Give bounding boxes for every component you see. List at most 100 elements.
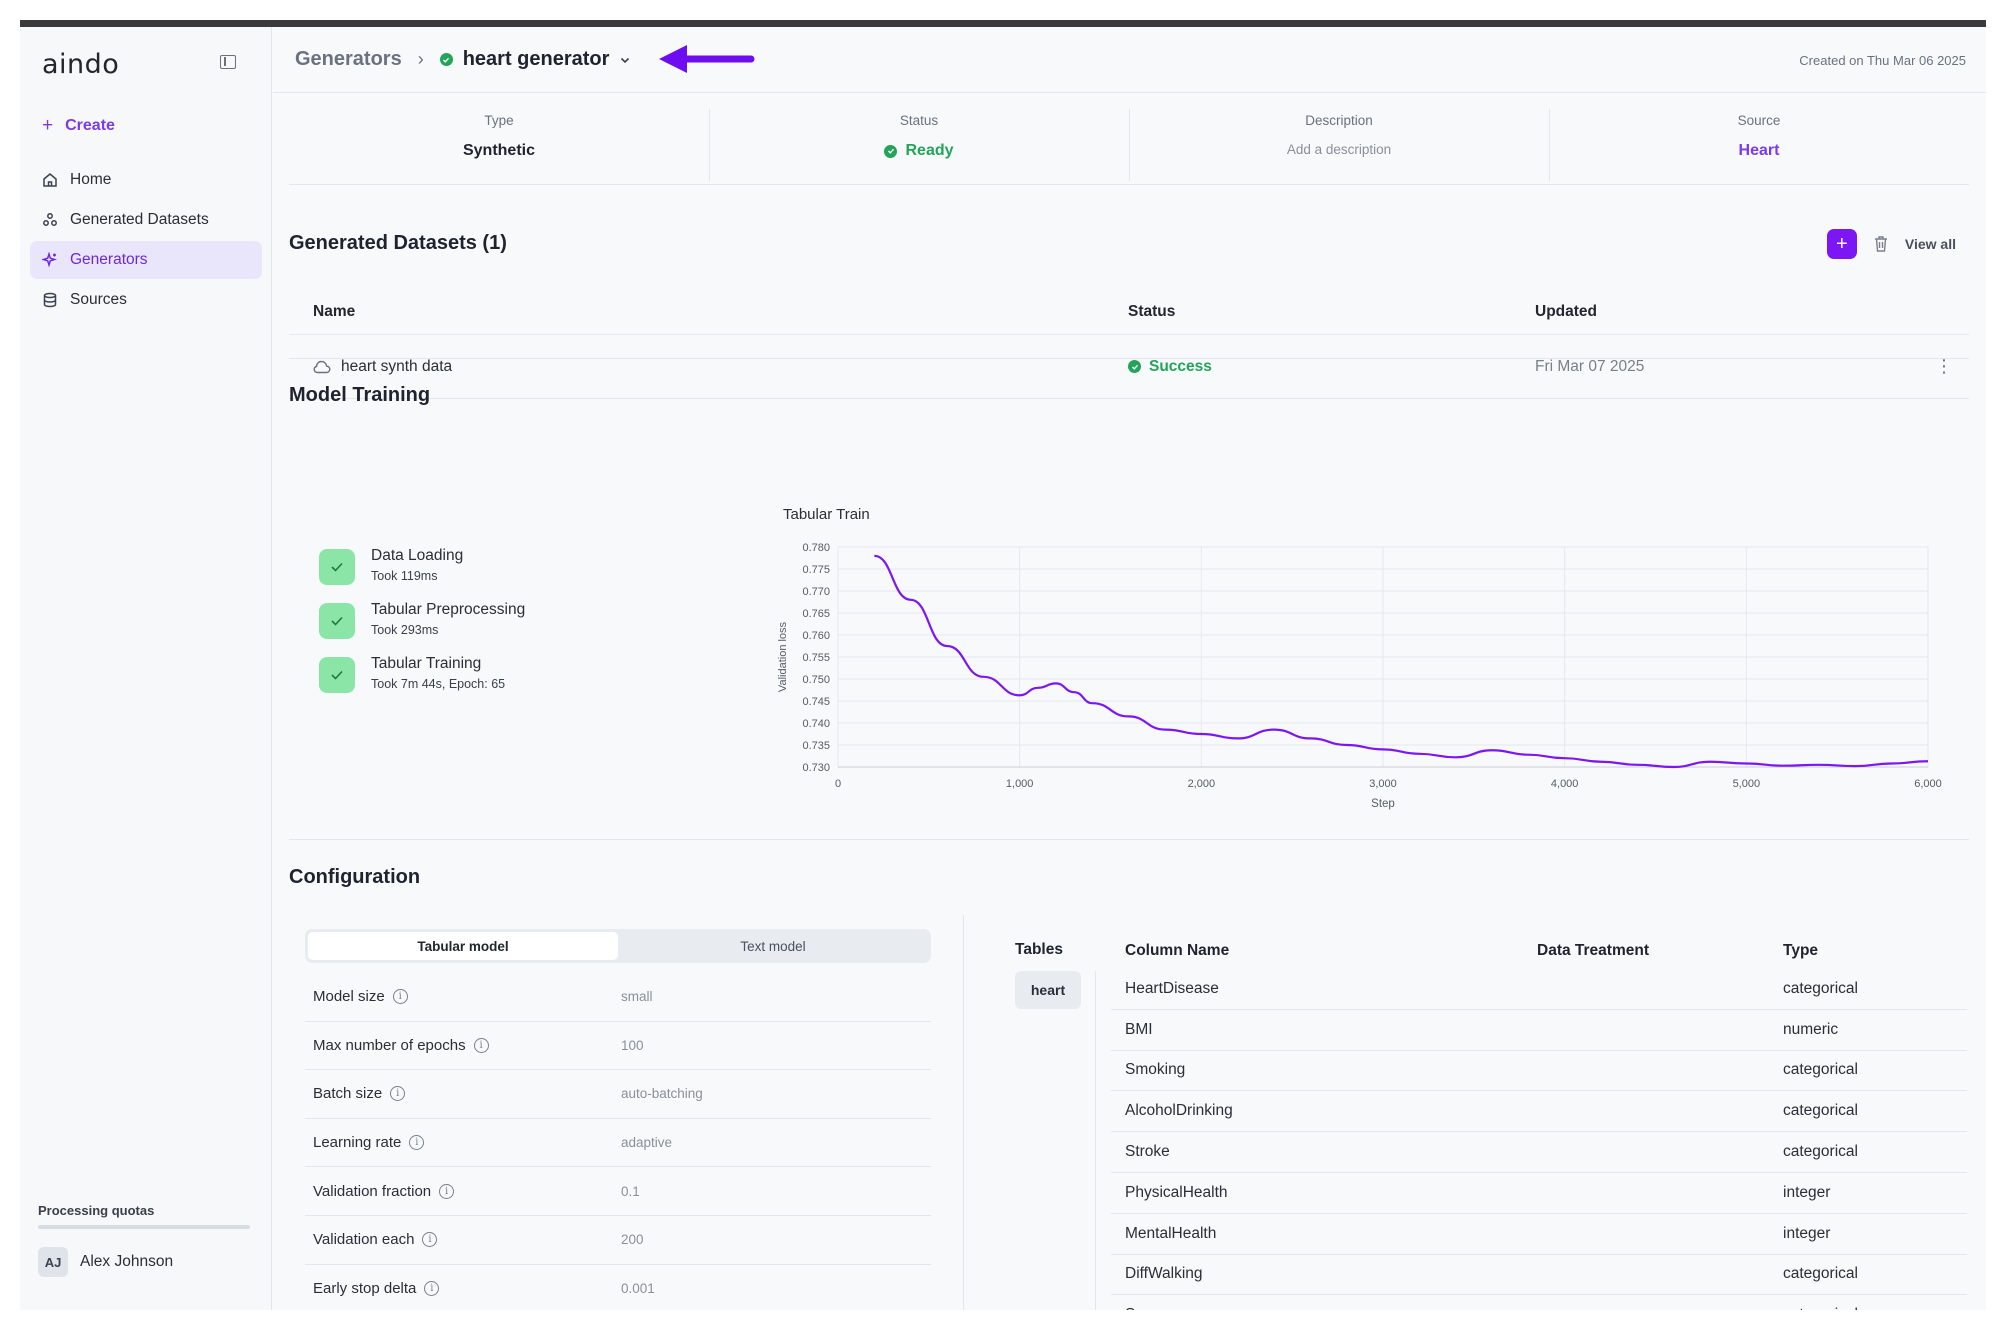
check-icon — [319, 549, 355, 585]
param-value: adaptive — [621, 1135, 673, 1151]
tab-tabular-model[interactable]: Tabular model — [308, 932, 618, 960]
sidebar-item-generated-datasets[interactable]: Generated Datasets — [30, 201, 262, 239]
y-tick-label: 0.775 — [802, 564, 830, 576]
info-icon[interactable]: i — [439, 1183, 455, 1199]
column-type: numeric — [1783, 1020, 1839, 1038]
logo: aindo — [42, 49, 120, 80]
info-icon[interactable]: i — [392, 989, 408, 1005]
x-axis-label: Step — [1371, 798, 1395, 810]
dataset-name[interactable]: heart synth data — [341, 357, 453, 375]
check-circle-icon — [884, 144, 898, 158]
info-icon[interactable]: i — [473, 1037, 489, 1053]
info-icon[interactable]: i — [409, 1135, 425, 1151]
created-date: Created on Thu Mar 06 2025 — [1799, 53, 1966, 68]
user-name: Alex Johnson — [80, 1253, 174, 1270]
x-tick-label: 6,000 — [1914, 778, 1942, 790]
generator-name[interactable]: heart generator — [462, 48, 610, 70]
processing-quotas-label[interactable]: Processing quotas — [38, 1203, 155, 1218]
trash-icon[interactable] — [1873, 235, 1889, 253]
col-updated: Updated — [1535, 302, 1597, 320]
table-row[interactable]: PhysicalHealth integer — [1111, 1173, 1967, 1214]
x-tick-label: 1,000 — [1006, 778, 1034, 790]
sidebar-toggle-icon[interactable] — [220, 55, 236, 69]
x-tick-label: 4,000 — [1551, 778, 1579, 790]
dataset-status-cell: Success — [1128, 358, 1535, 376]
table-header: Column Name Data Treatment Type — [1111, 933, 1967, 969]
col-data-treatment: Data Treatment — [1537, 942, 1649, 959]
param-value: small — [621, 989, 653, 1005]
sidebar-nav: Home Generated Datasets Generators Sourc… — [30, 161, 262, 321]
table-row[interactable]: Smoking categorical — [1111, 1051, 1967, 1092]
table-row[interactable]: DiffWalking categorical — [1111, 1255, 1967, 1296]
user-menu[interactable]: AJ Alex Johnson — [38, 1247, 173, 1277]
type-value: Synthetic — [462, 142, 535, 159]
training-step: Data Loading Took 119ms — [319, 547, 525, 585]
info-icon[interactable]: i — [390, 1086, 406, 1102]
tables-label: Tables — [1015, 941, 1063, 958]
step-title: Tabular Preprocessing — [371, 601, 526, 618]
columns-table: Column Name Data Treatment Type HeartDis… — [1111, 933, 1967, 1310]
table-row[interactable]: BMI numeric — [1111, 1010, 1967, 1051]
sparkle-icon — [42, 252, 58, 268]
param-label: Validation each i — [313, 1231, 621, 1248]
info-icon[interactable]: i — [424, 1281, 440, 1297]
divider — [289, 839, 1969, 840]
column-name: Stroke — [1125, 1143, 1170, 1161]
info-icon[interactable]: i — [422, 1232, 438, 1248]
summary-description: Description Add a description — [1129, 93, 1549, 184]
y-tick-label: 0.755 — [802, 652, 830, 664]
configuration-title: Configuration — [289, 866, 421, 888]
y-tick-label: 0.750 — [802, 674, 830, 686]
divider — [289, 358, 1969, 359]
column-type: categorical — [1783, 1102, 1858, 1120]
table-row[interactable]: Stroke categorical — [1111, 1132, 1967, 1173]
add-description-button[interactable]: Add a description — [1286, 142, 1392, 157]
column-type: integer — [1783, 1224, 1831, 1242]
datasets-table: Name Status Updated heart synth data Suc… — [289, 289, 1969, 399]
sidebar-item-home[interactable]: Home — [30, 161, 262, 199]
column-name: DiffWalking — [1125, 1265, 1203, 1283]
param-value: 100 — [621, 1037, 644, 1053]
config-param-row: Learning rate i adaptive — [305, 1119, 931, 1168]
tab-text-model[interactable]: Text model — [740, 938, 806, 954]
sidebar-item-label: Home — [70, 171, 112, 188]
table-row[interactable]: MentalHealth integer — [1111, 1214, 1967, 1255]
param-label-text: Early stop delta — [313, 1280, 417, 1298]
breadcrumb: Generators › heart generator Created on … — [273, 27, 1986, 93]
table-row[interactable]: AlcoholDrinking categorical — [1111, 1091, 1967, 1133]
add-dataset-button[interactable]: + — [1826, 229, 1857, 259]
param-label-text: Batch size — [313, 1085, 383, 1103]
check-circle-icon — [1128, 360, 1141, 373]
table-row[interactable]: HeartDisease categorical — [1111, 969, 1967, 1010]
source-link[interactable]: Heart — [1738, 142, 1780, 159]
sidebar-item-sources[interactable]: Sources — [30, 281, 262, 319]
table-row[interactable]: Sex categorical — [1111, 1295, 1967, 1310]
x-tick-label: 0 — [835, 778, 841, 790]
column-name: AlcoholDrinking — [1125, 1102, 1233, 1120]
check-icon — [319, 603, 355, 639]
generator-summary: Type Synthetic Status Ready Description … — [289, 93, 1969, 185]
status-text: Success — [1149, 357, 1212, 375]
col-column-name: Column Name — [1125, 942, 1230, 959]
column-type: categorical — [1783, 1265, 1858, 1283]
table-heart[interactable]: heart — [1015, 971, 1081, 1009]
x-tick-label: 2,000 — [1188, 778, 1216, 790]
cloud-icon — [313, 360, 331, 373]
summary-source: Source Heart — [1549, 93, 1969, 184]
step-duration: Took 293ms — [371, 623, 439, 637]
create-button[interactable]: + Create — [42, 115, 115, 137]
datasets-icon — [43, 213, 57, 226]
sidebar-item-generators[interactable]: Generators — [30, 241, 262, 279]
table-row[interactable]: heart synth data Success Fri Mar 07 2025… — [289, 335, 1969, 399]
create-label: Create — [65, 117, 115, 134]
breadcrumb-generators[interactable]: Generators — [295, 48, 402, 70]
training-chart: Tabular Train 0 1,000 2,000 3,000 4,000 5,000 6… — [777, 506, 1942, 810]
chevron-down-icon[interactable] — [619, 54, 631, 66]
view-all-link[interactable]: View all — [1904, 236, 1956, 252]
sidebar-item-label: Generators — [70, 251, 148, 268]
column-type: categorical — [1783, 1306, 1963, 1310]
divider — [1095, 971, 1096, 1310]
param-value: 0.001 — [621, 1281, 655, 1297]
model-training-title: Model Training — [289, 384, 431, 406]
more-options-icon[interactable]: ⋮ — [1935, 356, 1953, 376]
